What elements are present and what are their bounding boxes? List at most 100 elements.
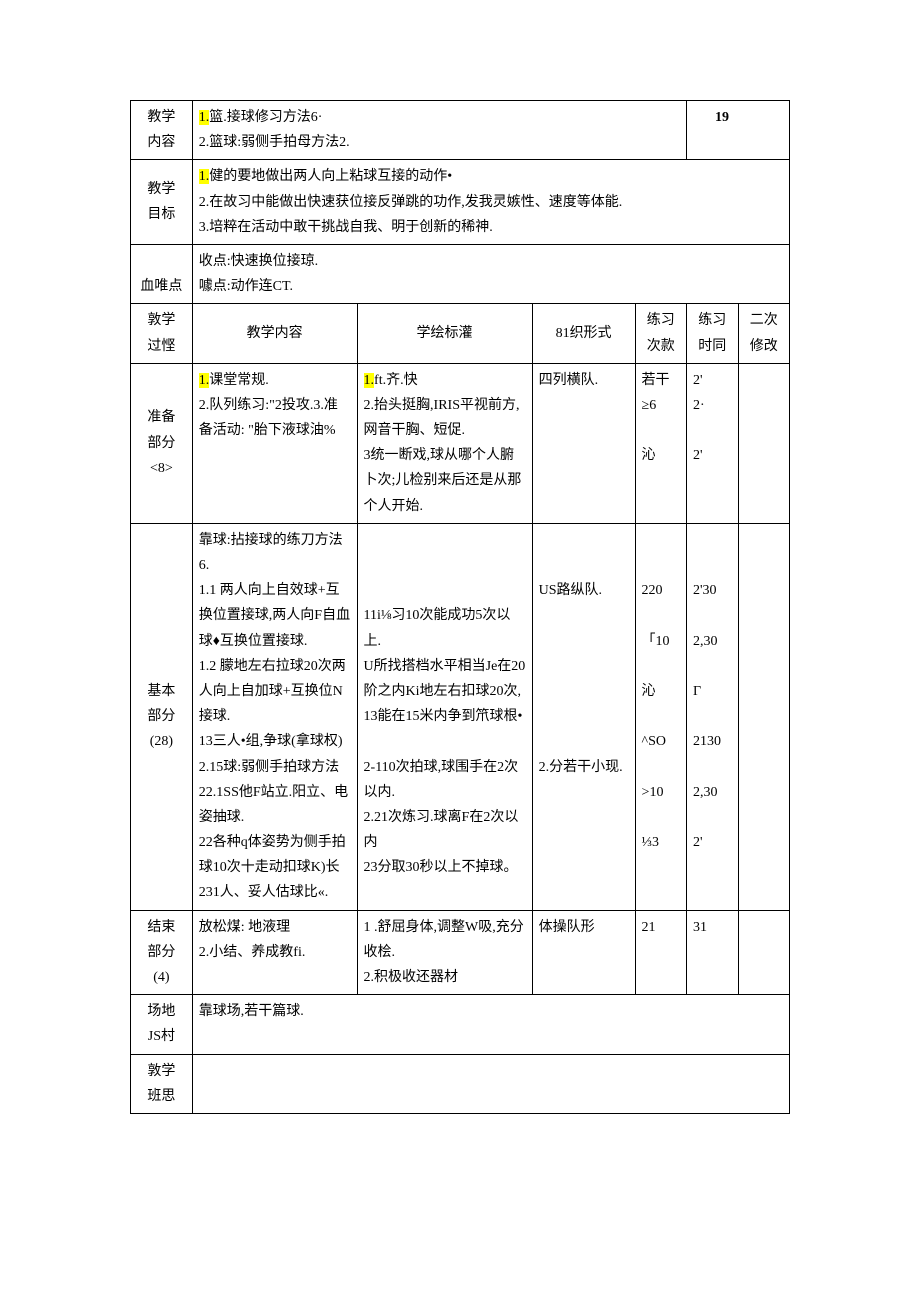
prep-time: 2' 2· 2'	[687, 363, 738, 523]
text: 2.篮球:弱侧手拍母方法2.	[199, 135, 350, 150]
text: 3统一断戏,球从哪个人腑卜次;儿检别来后还是从那个人开始.	[364, 448, 522, 513]
header-content: 教学内容	[192, 304, 357, 363]
basic-content: 靠球:拈接球的练刀方法6. 1.1 两人向上自效球+互换位置接球,两人向F自血球…	[192, 523, 357, 910]
text: <8>	[150, 461, 173, 476]
text: 目标	[147, 207, 175, 222]
label-prep: 准备 部分 <8>	[131, 363, 193, 523]
text: 2-110次拍球,球围手在2次以内.	[364, 760, 519, 800]
text: 敦学	[147, 1064, 175, 1079]
text: 2.在故习中能做出快速获位接反弹跳的功作,发我灵嫉性、速度等体能.	[199, 195, 623, 210]
end-count: 21	[635, 910, 686, 995]
text: 部分	[147, 436, 175, 451]
text: 篮.接球修习方法6·	[209, 110, 322, 125]
text: 2.抬头挺胸,IRIS平视前方,网音干胸、短促.	[364, 398, 520, 438]
end-standard: 1 .舒屈身体,调整W吸,充分 收桧. 2.积极收还器材	[357, 910, 532, 995]
hl-text: 1.	[199, 373, 210, 388]
label-process: 敦学 过悭	[131, 304, 193, 363]
text: 2'	[693, 835, 703, 850]
text: 二次	[750, 313, 778, 328]
header-time: 练习 时同	[687, 304, 738, 363]
basic-count: 220 「10 沁 ^SO >10 ⅓3	[635, 523, 686, 910]
text: US路纵队.	[539, 583, 602, 598]
text: 练习	[698, 313, 726, 328]
text: 场地	[147, 1004, 175, 1019]
reflect-cell	[192, 1054, 789, 1113]
keypoint-cell: 收点:快速换位接琼. 噱点:动作连CT.	[192, 244, 789, 303]
text: 放松煤: 地液理	[199, 920, 290, 935]
text: JS村	[148, 1029, 175, 1044]
prep-edit	[738, 363, 789, 523]
text: 健的要地做出两人向上粘球互接的动作•	[209, 169, 452, 184]
text: 13三人•组,争球(拿球权)	[199, 734, 343, 749]
text: ^SO	[642, 734, 666, 749]
text: Γ	[693, 684, 701, 699]
text: 2.小结、养成教fi.	[199, 945, 306, 960]
text: 教学	[147, 182, 175, 197]
header-standard: 学绘标灌	[357, 304, 532, 363]
text: 2.分若干小现.	[539, 760, 623, 775]
content-cell: 1.篮.接球修习方法6· 2.篮球:弱侧手拍母方法2.	[192, 101, 686, 160]
prep-count: 若干 ≥6 沁	[635, 363, 686, 523]
text: 2,30	[693, 785, 718, 800]
text: 部分	[147, 945, 175, 960]
text: 部分	[147, 709, 175, 724]
label-keypoint: 血唯点	[131, 244, 193, 303]
hl-text: 1.	[199, 169, 210, 184]
text: 沁	[642, 448, 656, 463]
label-basic: 基本 部分 (28)	[131, 523, 193, 910]
text: 2130	[693, 734, 721, 749]
header-form: 81织形式	[532, 304, 635, 363]
text: 次款	[647, 339, 675, 354]
hl-text: 1.	[364, 373, 375, 388]
text: 靠球:拈接球的练刀方法6.	[199, 533, 343, 573]
text: 结束	[147, 920, 175, 935]
text: U所找搭档水平相当Je在20阶之内Ki地左右扣球20次,	[364, 659, 526, 699]
basic-standard: 11i⅛习10次能成功5次以上. U所找搭档水平相当Je在20阶之内Ki地左右扣…	[357, 523, 532, 910]
text: 2'	[693, 448, 703, 463]
text: >10	[642, 785, 664, 800]
text: 11i⅛习10次能成功5次以上.	[364, 608, 511, 648]
header-edit: 二次 修改	[738, 304, 789, 363]
lesson-plan-table: 教学 内容 1.篮.接球修习方法6· 2.篮球:弱侧手拍母方法2. 19 教学 …	[130, 100, 790, 1114]
text: 课堂常规.	[209, 373, 269, 388]
text: (4)	[153, 970, 169, 985]
text: 收桧.	[364, 945, 396, 960]
text: 过悭	[147, 339, 175, 354]
text: 基本	[147, 684, 175, 699]
text: 2,30	[693, 634, 718, 649]
text: 班思	[147, 1089, 175, 1104]
text: 1.2 朦地左右拉球20次两人向上自加球+互换位N接球.	[199, 659, 346, 724]
basic-edit	[738, 523, 789, 910]
text: 22各种q体姿势为侧手拍球10次十走动扣球K)长231人、妥人估球比«.	[199, 835, 346, 900]
text: 2.21次炼习.球离F在2次以内	[364, 810, 519, 850]
text: 若干	[642, 373, 670, 388]
text: 2.15球:弱侧手拍球方法	[199, 760, 339, 775]
hl-text: 1.	[199, 110, 210, 125]
label-end: 结束 部分 (4)	[131, 910, 193, 995]
text: 3.培粹在活动中敢干挑战自我、明于创新的稀神.	[199, 220, 493, 235]
text: 噱点:动作连CT.	[199, 279, 293, 294]
label-reflect: 敦学 班思	[131, 1054, 193, 1113]
text: ⅓3	[642, 835, 660, 850]
text: 23分取30秒以上不掉球。	[364, 860, 518, 875]
prep-content: 1.课堂常规. 2.队列练习:"2投攻.3.准备活动: "胎下液球油%	[192, 363, 357, 523]
text: 「10	[642, 634, 670, 649]
label-content: 教学 内容	[131, 101, 193, 160]
basic-form: US路纵队. 2.分若干小现.	[532, 523, 635, 910]
text: 2.积极收还器材	[364, 970, 459, 985]
text: 修改	[750, 339, 778, 354]
end-edit	[738, 910, 789, 995]
text: 1.1 两人向上自效球+互换位置接球,两人向F自血球♦互换位置接球.	[199, 583, 350, 648]
prep-standard: 1.ft.齐.快 2.抬头挺胸,IRIS平视前方,网音干胸、短促. 3统一断戏,…	[357, 363, 532, 523]
text: 2·	[693, 398, 705, 413]
basic-time: 2'30 2,30 Γ 2130 2,30 2'	[687, 523, 738, 910]
text: (28)	[150, 734, 173, 749]
text: 2'	[693, 373, 703, 388]
page-number: 19	[687, 101, 790, 160]
text: 练习	[647, 313, 675, 328]
text: 13能在15米内争到笊球根•	[364, 709, 523, 724]
label-goal: 教学 目标	[131, 160, 193, 245]
end-content: 放松煤: 地液理 2.小结、养成教fi.	[192, 910, 357, 995]
text: 2.队列练习:"2投攻.3.准备活动: "胎下液球油%	[199, 398, 338, 438]
text: ft.齐.快	[374, 373, 418, 388]
